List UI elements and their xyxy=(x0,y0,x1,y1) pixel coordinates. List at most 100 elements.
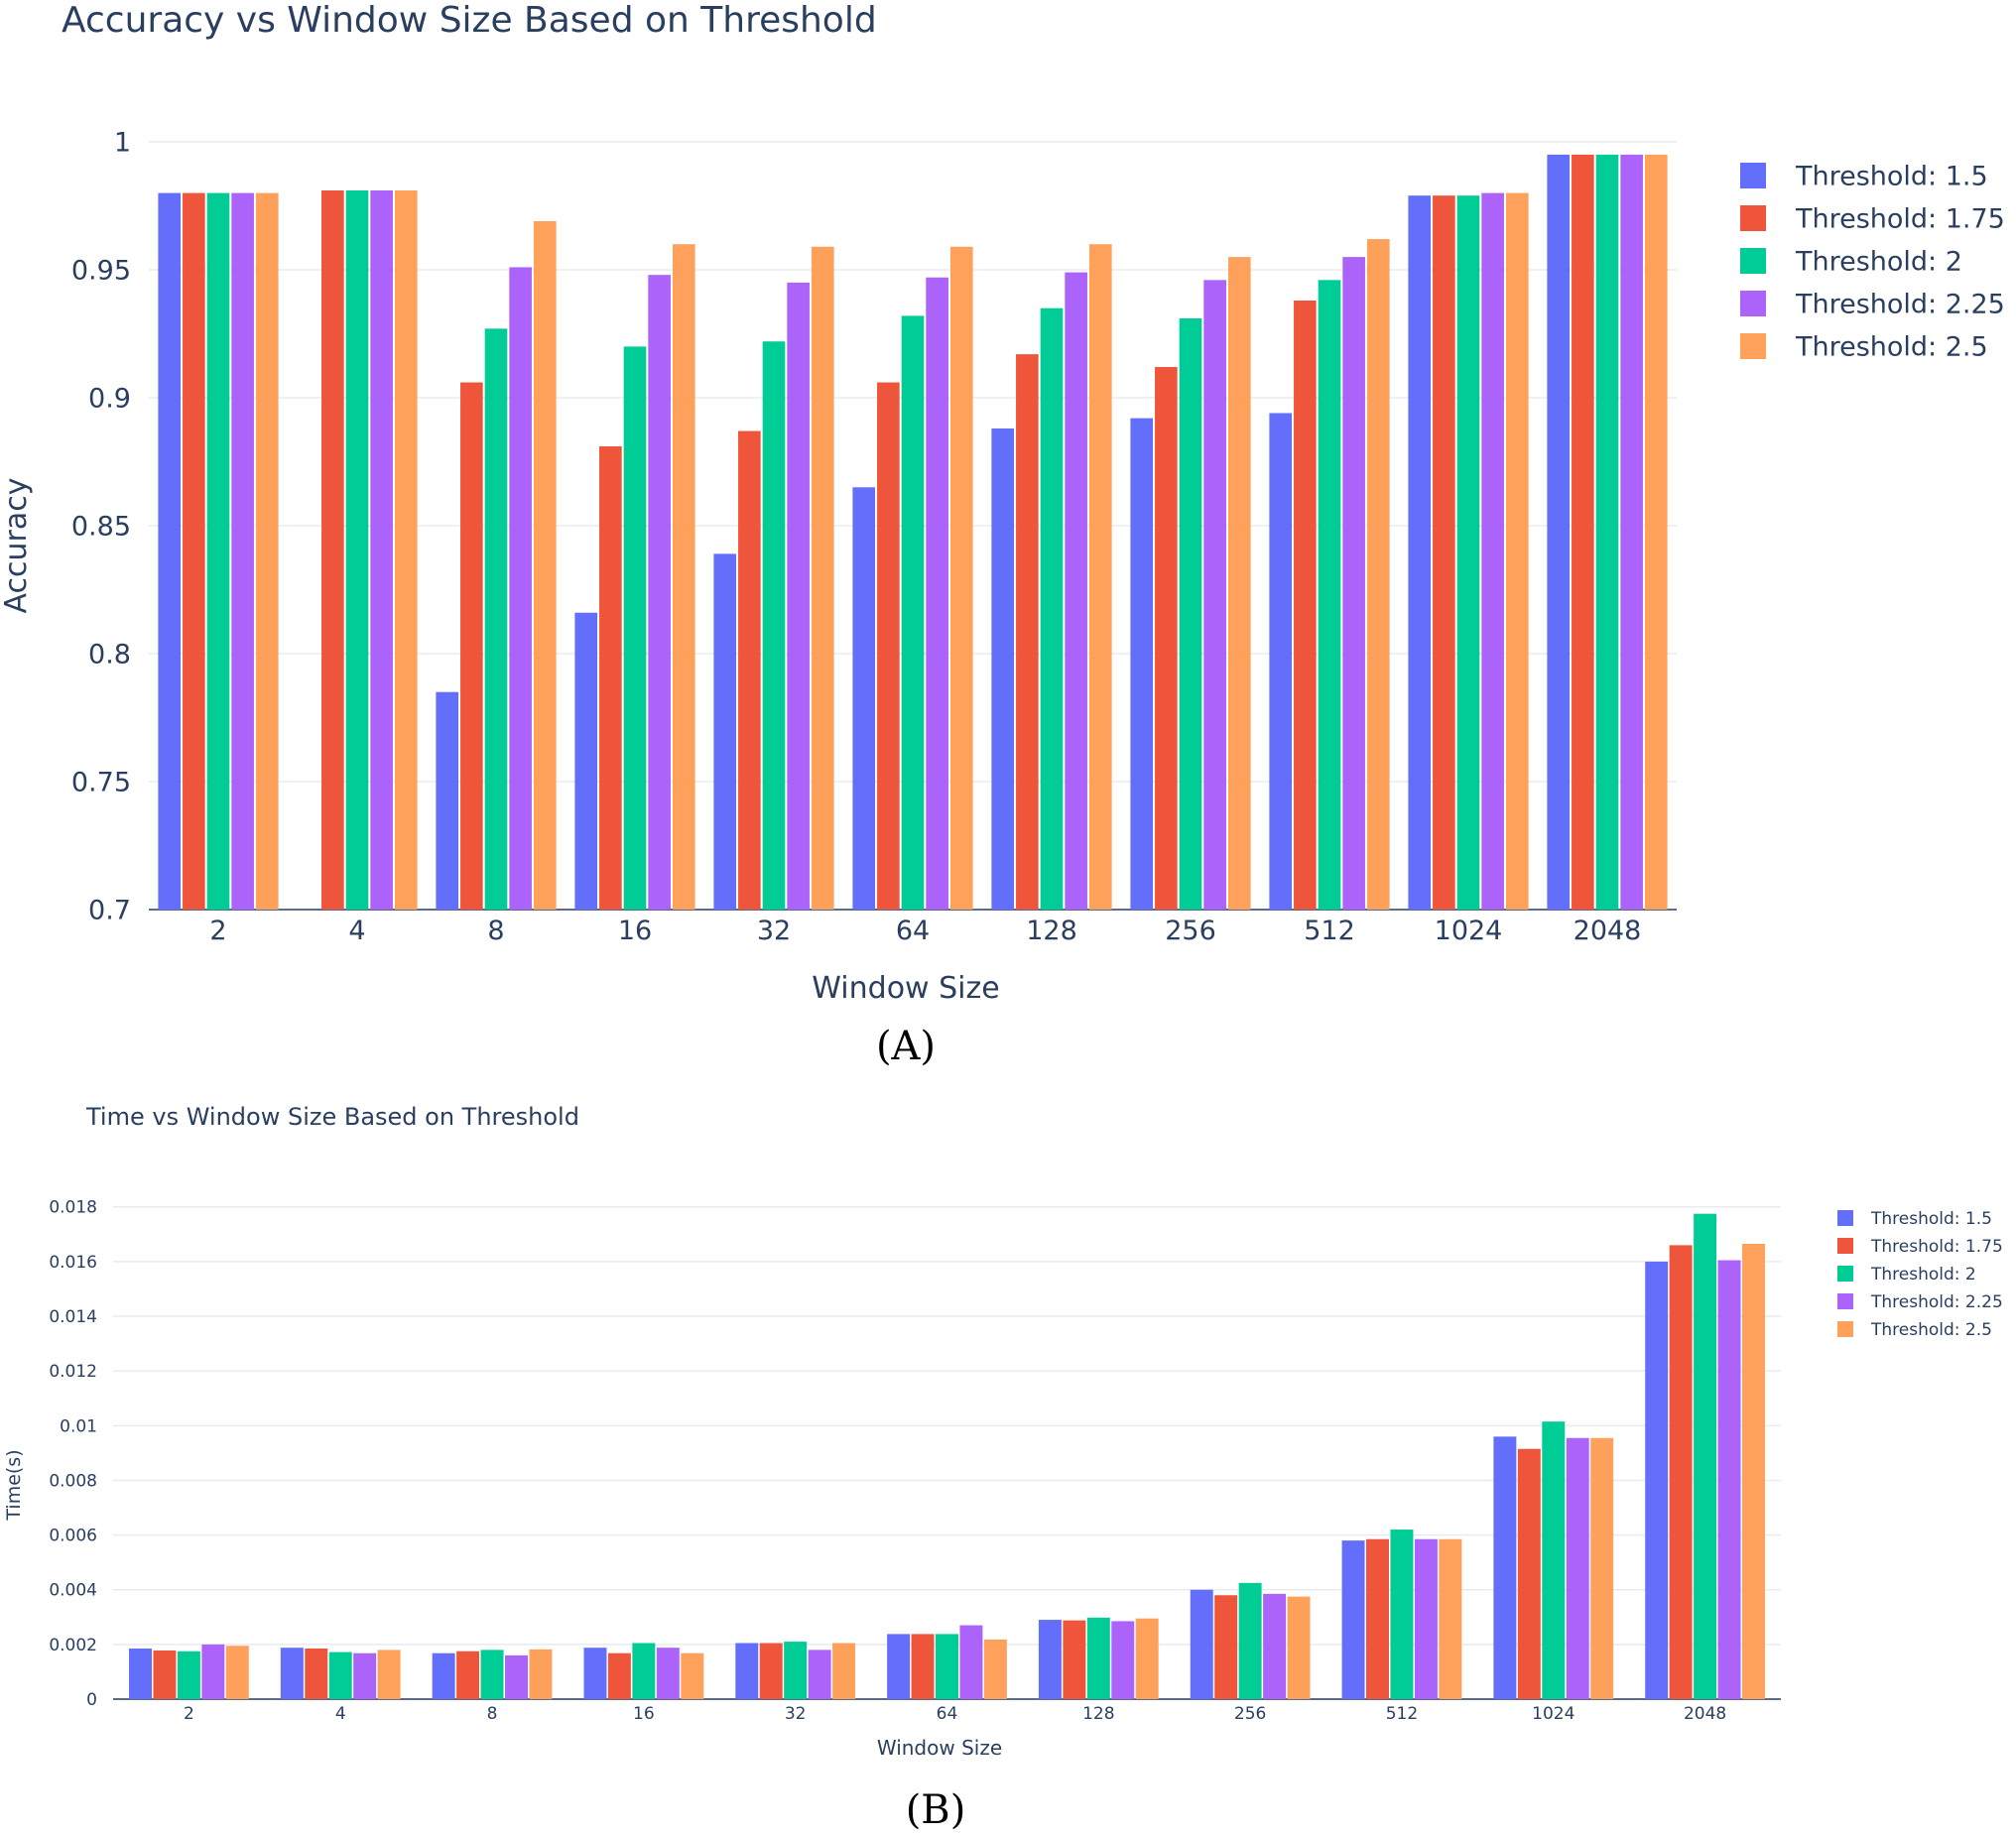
accuracy-bar-32-t5[interactable] xyxy=(811,246,834,910)
time-bar-2048-t5[interactable] xyxy=(1742,1244,1765,1699)
accuracy-bar-512-t4[interactable] xyxy=(1342,257,1365,911)
accuracy-bar-512-t2[interactable] xyxy=(1294,300,1317,911)
time-bar-512-t3[interactable] xyxy=(1390,1530,1414,1699)
time-bar-512-t1[interactable] xyxy=(1341,1540,1365,1699)
time-legend[interactable]: Threshold: 1.5 Threshold: 1.75 Threshold: … xyxy=(1837,1209,2003,1340)
accuracy-bar-4-t4[interactable] xyxy=(370,190,393,910)
accuracy-bar-1024-t3[interactable] xyxy=(1456,195,1480,910)
time-bar-4-t3[interactable] xyxy=(328,1652,352,1699)
time-bar-8-t5[interactable] xyxy=(529,1649,553,1699)
time-bar-8-t2[interactable] xyxy=(456,1651,480,1699)
time-bar-64-t1[interactable] xyxy=(887,1634,911,1699)
time-bar-16-t5[interactable] xyxy=(681,1652,704,1699)
accuracy-bar-32-t4[interactable] xyxy=(787,282,810,910)
accuracy-bar-64-t5[interactable] xyxy=(949,246,973,910)
accuracy-bar-4-t2[interactable] xyxy=(321,190,344,910)
accuracy-bar-2048-t1[interactable] xyxy=(1547,154,1571,910)
accuracy-legend-swatch[interactable] xyxy=(1740,163,1766,188)
time-legend-swatch[interactable] xyxy=(1837,1238,1853,1254)
accuracy-bar-2048-t5[interactable] xyxy=(1644,154,1668,910)
time-bar-1024-t2[interactable] xyxy=(1517,1448,1541,1699)
time-bar-256-t4[interactable] xyxy=(1263,1593,1287,1699)
time-bar-256-t1[interactable] xyxy=(1190,1589,1213,1699)
time-legend-label[interactable]: Threshold: 2.25 xyxy=(1870,1292,2003,1312)
time-bar-2-t3[interactable] xyxy=(177,1651,200,1699)
time-legend-label[interactable]: Threshold: 2.5 xyxy=(1870,1320,1992,1340)
accuracy-bar-32-t1[interactable] xyxy=(713,553,737,910)
time-bar-2-t1[interactable] xyxy=(129,1649,152,1699)
time-bar-64-t2[interactable] xyxy=(911,1634,935,1699)
accuracy-bar-2048-t2[interactable] xyxy=(1572,154,1594,910)
accuracy-bar-64-t2[interactable] xyxy=(877,382,900,910)
time-bar-512-t4[interactable] xyxy=(1414,1538,1438,1699)
time-bar-128-t5[interactable] xyxy=(1135,1618,1159,1699)
time-legend-swatch[interactable] xyxy=(1837,1210,1853,1226)
accuracy-bar-4-t3[interactable] xyxy=(345,190,369,910)
time-bar-512-t2[interactable] xyxy=(1366,1538,1389,1699)
time-bar-2-t4[interactable] xyxy=(201,1644,225,1699)
time-bar-128-t4[interactable] xyxy=(1111,1621,1135,1699)
accuracy-bar-16-t5[interactable] xyxy=(672,244,695,910)
time-bar-4-t5[interactable] xyxy=(377,1650,401,1699)
time-legend-label[interactable]: Threshold: 1.5 xyxy=(1870,1209,1992,1229)
time-bar-16-t4[interactable] xyxy=(656,1648,680,1699)
accuracy-bar-16-t3[interactable] xyxy=(623,346,647,910)
accuracy-legend-label[interactable]: Threshold: 2.25 xyxy=(1795,289,2005,319)
accuracy-bar-64-t4[interactable] xyxy=(926,277,948,910)
accuracy-bar-2048-t3[interactable] xyxy=(1595,154,1619,910)
accuracy-legend-swatch[interactable] xyxy=(1740,291,1766,316)
accuracy-bar-512-t1[interactable] xyxy=(1269,413,1293,910)
accuracy-bar-2-t1[interactable] xyxy=(158,192,182,911)
time-legend-label[interactable]: Threshold: 1.75 xyxy=(1870,1237,2003,1257)
time-bar-512-t5[interactable] xyxy=(1439,1538,1462,1699)
accuracy-bar-512-t5[interactable] xyxy=(1366,239,1390,911)
accuracy-bar-8-t5[interactable] xyxy=(533,220,557,911)
time-legend-swatch[interactable] xyxy=(1837,1321,1853,1337)
time-bar-64-t3[interactable] xyxy=(936,1634,958,1699)
accuracy-bar-2048-t4[interactable] xyxy=(1620,154,1643,910)
accuracy-bar-1024-t2[interactable] xyxy=(1433,195,1455,910)
time-bar-2048-t3[interactable] xyxy=(1694,1213,1717,1699)
accuracy-legend-label[interactable]: Threshold: 1.75 xyxy=(1795,203,2005,234)
accuracy-legend[interactable]: Threshold: 1.5 Threshold: 1.75 Threshold: … xyxy=(1740,161,2005,362)
time-bar-32-t4[interactable] xyxy=(808,1650,831,1699)
accuracy-bar-16-t1[interactable] xyxy=(574,612,598,910)
accuracy-bar-256-t5[interactable] xyxy=(1227,257,1251,911)
time-bar-2-t5[interactable] xyxy=(225,1646,249,1699)
accuracy-bar-1024-t1[interactable] xyxy=(1408,195,1432,910)
time-bar-2048-t1[interactable] xyxy=(1645,1261,1669,1699)
accuracy-bar-4-t5[interactable] xyxy=(394,190,418,910)
accuracy-bar-1024-t4[interactable] xyxy=(1481,192,1504,911)
time-bar-64-t4[interactable] xyxy=(959,1625,983,1699)
accuracy-bar-2-t5[interactable] xyxy=(255,192,279,911)
time-bar-2048-t4[interactable] xyxy=(1717,1260,1741,1699)
accuracy-bar-128-t2[interactable] xyxy=(1016,354,1039,910)
accuracy-bar-32-t2[interactable] xyxy=(738,430,761,910)
time-bar-1024-t1[interactable] xyxy=(1493,1436,1517,1699)
time-bar-1024-t5[interactable] xyxy=(1590,1437,1614,1699)
time-bar-4-t4[interactable] xyxy=(353,1652,377,1699)
accuracy-bar-64-t1[interactable] xyxy=(852,487,876,910)
accuracy-bar-2-t2[interactable] xyxy=(183,192,205,911)
time-bar-4-t2[interactable] xyxy=(305,1649,328,1699)
accuracy-bar-1024-t5[interactable] xyxy=(1505,192,1529,911)
accuracy-legend-label[interactable]: Threshold: 2.5 xyxy=(1795,331,1988,362)
accuracy-legend-swatch[interactable] xyxy=(1740,205,1766,231)
accuracy-bar-256-t4[interactable] xyxy=(1203,280,1226,910)
accuracy-legend-swatch[interactable] xyxy=(1740,333,1766,359)
time-bar-8-t4[interactable] xyxy=(505,1654,528,1699)
time-bar-8-t3[interactable] xyxy=(480,1650,504,1699)
accuracy-bar-16-t4[interactable] xyxy=(648,275,671,910)
time-bar-2-t2[interactable] xyxy=(153,1650,177,1699)
accuracy-bar-8-t2[interactable] xyxy=(460,382,483,910)
time-legend-swatch[interactable] xyxy=(1837,1266,1853,1282)
time-bar-256-t3[interactable] xyxy=(1238,1582,1262,1699)
accuracy-bar-32-t3[interactable] xyxy=(762,341,786,910)
time-bar-128-t1[interactable] xyxy=(1038,1620,1062,1699)
time-bar-16-t1[interactable] xyxy=(583,1648,607,1699)
time-bar-256-t2[interactable] xyxy=(1214,1595,1238,1699)
time-bar-16-t3[interactable] xyxy=(632,1643,656,1699)
time-legend-swatch[interactable] xyxy=(1837,1293,1853,1309)
accuracy-bar-128-t5[interactable] xyxy=(1088,244,1112,910)
time-bar-128-t3[interactable] xyxy=(1086,1617,1110,1699)
